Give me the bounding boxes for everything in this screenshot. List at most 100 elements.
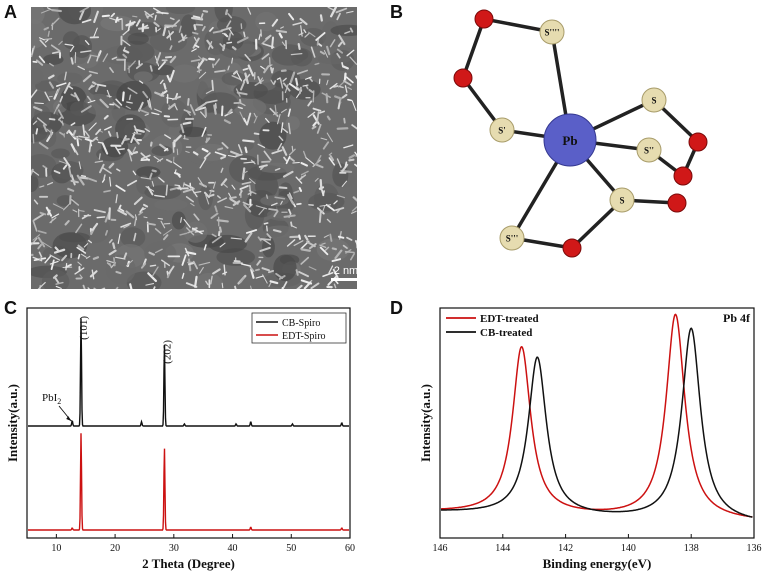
crystal-edge <box>217 197 228 203</box>
crystal-edge <box>263 65 270 74</box>
crystal-edge <box>295 176 303 184</box>
crystal-edge <box>122 53 128 59</box>
crystal-edge <box>183 138 189 140</box>
crystal-edge <box>36 117 47 126</box>
x-tick-label: 60 <box>345 543 355 554</box>
crystal-edge <box>257 143 266 149</box>
crystal-edge <box>53 105 59 115</box>
crystal-edge <box>149 172 153 179</box>
crystal-edge <box>239 276 245 284</box>
crystal-edge <box>101 167 112 174</box>
crystal-edge <box>200 13 204 20</box>
grain <box>255 11 278 32</box>
crystal-edge <box>127 148 133 156</box>
grain <box>31 19 48 49</box>
crystal-edge <box>244 53 251 62</box>
crystal-edge <box>219 242 226 248</box>
crystal-edge <box>212 30 223 34</box>
crystal-edge <box>210 212 219 219</box>
crystal-edge <box>193 24 197 31</box>
crystal-edge <box>133 137 140 145</box>
crystal-edge <box>354 151 357 156</box>
crystal-edge <box>87 239 93 244</box>
crystal-edge <box>227 108 233 115</box>
crystal-edge <box>32 170 40 176</box>
grain <box>316 238 350 262</box>
grain <box>198 185 213 211</box>
crystal-edge <box>198 261 211 266</box>
crystal-edge <box>113 257 116 267</box>
crystal-edge <box>189 104 196 116</box>
crystal-edge <box>290 53 303 56</box>
crystal-edge <box>157 28 161 32</box>
crystal-edge <box>314 177 319 182</box>
x-tick-label: 10 <box>51 543 61 554</box>
crystal-edge <box>249 266 255 273</box>
x-tick-label: 140 <box>621 543 636 554</box>
crystal-edge <box>77 261 83 266</box>
crystal-edge <box>125 210 135 219</box>
crystal-edge <box>49 62 54 67</box>
crystal-edge <box>288 82 300 91</box>
atoms: S'''' S S' S'' S S''' Pb <box>453 9 708 258</box>
crystal-edge <box>269 280 279 285</box>
crystal-edge <box>83 243 89 248</box>
crystal-edge <box>298 187 303 192</box>
crystal-edge <box>333 200 338 205</box>
crystal-edge <box>76 174 85 186</box>
crystal-edge <box>249 178 256 185</box>
crystal-edge <box>158 176 165 183</box>
crystal-edge <box>201 147 209 153</box>
crystal-edge <box>203 244 207 251</box>
crystal-edge <box>242 201 250 206</box>
crystal-edge <box>310 282 320 289</box>
crystal-edge <box>343 117 346 124</box>
x-tick-label: 144 <box>495 543 510 554</box>
crystal-edge <box>220 178 228 186</box>
crystal-edge <box>165 158 173 163</box>
crystal-edge <box>258 207 266 216</box>
crystal-edge <box>122 39 131 47</box>
crystal-edge <box>77 244 85 251</box>
crystal-edge <box>152 286 156 289</box>
grain <box>262 236 275 258</box>
crystal-edge <box>208 193 215 198</box>
crystal-edge <box>297 42 301 50</box>
crystal-edge <box>343 80 352 86</box>
grain <box>160 99 188 128</box>
crystal-edge <box>46 128 54 135</box>
crystal-edge <box>34 102 44 105</box>
grain <box>31 173 39 193</box>
crystal-edge <box>39 256 42 262</box>
crystal-edge <box>116 131 119 139</box>
crystal-edge <box>240 102 246 107</box>
crystal-edge <box>205 194 210 205</box>
crystal-edge <box>38 55 46 64</box>
crystal-edge <box>108 239 113 244</box>
crystal-edge <box>33 199 39 205</box>
crystal-edge <box>302 150 307 158</box>
crystal-edge <box>220 167 224 173</box>
crystal-edge <box>343 144 354 149</box>
crystal-edge <box>107 130 112 137</box>
crystal-edge <box>221 282 224 289</box>
crystal-edge <box>260 29 263 37</box>
crystal-edge <box>109 176 112 187</box>
crystal-edge <box>91 81 97 86</box>
crystal-edge <box>229 198 239 205</box>
crystal-edge <box>319 204 332 207</box>
crystal-edge <box>278 186 288 190</box>
crystal-edge <box>126 101 133 104</box>
crystal-edge <box>344 30 351 35</box>
crystal-edge <box>140 262 147 269</box>
crystal-edge <box>293 190 300 194</box>
crystal-edge <box>197 177 205 187</box>
crystal-edge <box>109 262 112 268</box>
crystal-edge <box>44 255 52 264</box>
crystal-edge <box>324 246 330 251</box>
crystal-edge <box>328 265 334 274</box>
crystal-edge <box>282 170 294 178</box>
crystal-edge <box>202 9 209 13</box>
crystal-edge <box>306 240 316 248</box>
crystal-edge <box>274 196 286 200</box>
